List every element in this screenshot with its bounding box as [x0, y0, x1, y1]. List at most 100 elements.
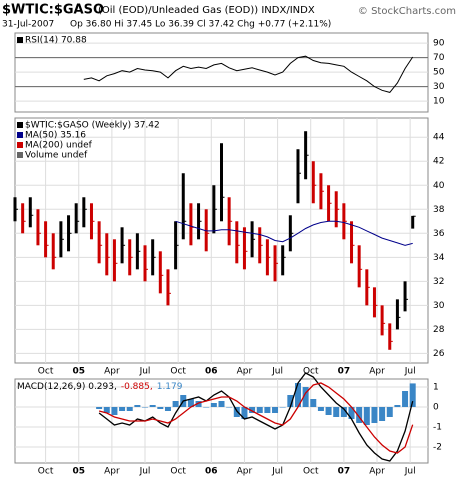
y-tick-label: 1	[433, 383, 439, 393]
price-range	[189, 203, 193, 246]
x-tick-label: 06	[205, 367, 218, 377]
histogram-bar	[340, 407, 347, 417]
histogram-bar	[111, 407, 118, 415]
x-tick-label: Jul	[139, 367, 151, 377]
legend-entry: Volume undef	[25, 151, 88, 161]
legend-swatch	[17, 132, 23, 138]
x-tick-label: 05	[72, 467, 85, 477]
y-tick-label: 70	[433, 53, 445, 63]
histogram-bar	[279, 407, 286, 408]
histogram-bar	[256, 407, 263, 413]
histogram-bar	[310, 399, 317, 407]
histogram-bar	[348, 407, 355, 419]
price-range	[166, 269, 170, 306]
histogram-bar	[210, 403, 217, 407]
price-range	[350, 221, 354, 264]
legend-entry: 1.179	[157, 382, 183, 392]
legend-swatch	[17, 122, 23, 128]
histogram-bar	[233, 407, 240, 417]
histogram-bar	[187, 399, 194, 407]
histogram-bar	[302, 387, 309, 407]
price-range	[21, 203, 25, 234]
x-tick-label: Oct	[303, 367, 319, 377]
histogram-bar	[402, 391, 409, 407]
legend-entry: MA(50) 35.16	[25, 131, 86, 141]
price-range	[112, 239, 116, 282]
y-tick-label: 38	[433, 205, 445, 215]
price-range	[388, 323, 392, 350]
legend-swatch	[17, 142, 23, 148]
histogram-bar	[287, 395, 294, 407]
y-tick-label: 42	[433, 157, 444, 167]
y-tick-label: 30	[433, 82, 445, 92]
x-tick-label: Jul	[404, 467, 416, 477]
histogram-bar	[119, 407, 126, 411]
y-tick-label: 40	[433, 181, 445, 191]
histogram-bar	[333, 407, 340, 417]
y-tick-label: 32	[433, 277, 444, 287]
legend-entry: $WTIC:$GASO (Weekly) 37.42	[25, 121, 160, 131]
price-range	[97, 221, 101, 264]
series-line	[98, 372, 414, 462]
histogram-bar	[134, 405, 141, 407]
price-range	[411, 215, 415, 229]
histogram-bar	[149, 405, 156, 407]
x-tick-label: Jul	[404, 367, 416, 377]
y-tick-label: 26	[433, 349, 445, 359]
histogram-bar	[356, 407, 363, 423]
series-line	[98, 382, 414, 454]
legend-entry: -0.885,	[121, 382, 153, 392]
series-line	[83, 55, 414, 93]
histogram-bar	[371, 407, 378, 423]
x-tick-label: 06	[205, 467, 218, 477]
price-range	[36, 209, 40, 246]
y-tick-label: 34	[433, 253, 445, 263]
price-range	[242, 227, 246, 270]
histogram-bar	[164, 407, 171, 411]
price-range	[44, 221, 48, 258]
legend-swatch	[17, 152, 23, 158]
histogram-bar	[272, 407, 279, 413]
x-tick-label: Apr	[369, 367, 385, 377]
price-range	[158, 251, 162, 294]
histogram-bar	[203, 407, 210, 408]
x-tick-label: 07	[338, 467, 351, 477]
histogram-bar	[226, 407, 233, 408]
histogram-bar	[103, 407, 110, 413]
x-tick-label: Oct	[170, 367, 186, 377]
price-range	[74, 203, 78, 234]
legend: MACD(12,26,9) 0.293, -0.885, 1.179	[17, 382, 183, 392]
histogram-bar	[172, 401, 179, 407]
x-tick-label: Jul	[271, 467, 283, 477]
x-tick-label: 07	[338, 367, 351, 377]
price-range	[296, 149, 300, 204]
price-range	[357, 245, 361, 288]
legend-entry: MACD(12,26,9) 0.293,	[17, 382, 117, 392]
price-range	[281, 245, 285, 276]
price-range	[143, 245, 147, 282]
histogram-bar	[264, 407, 271, 413]
y-tick-label: 44	[433, 133, 445, 143]
price-range	[235, 221, 239, 264]
price-range	[395, 299, 399, 330]
histogram-bar	[241, 407, 248, 419]
price-range	[82, 197, 86, 228]
histogram-bar	[142, 407, 149, 408]
price-range	[51, 233, 55, 270]
price-range	[181, 173, 185, 240]
description: (Oil (EOD)/Unleaded Gas (EOD)) INDX/INDX	[98, 5, 315, 16]
x-tick-label: Apr	[104, 467, 120, 477]
x-tick-label: Oct	[303, 467, 319, 477]
y-tick-label: 30	[433, 301, 445, 311]
x-tick-label: Apr	[237, 467, 253, 477]
legend-entry: MA(200) undef	[25, 141, 93, 151]
y-tick-label: 50	[433, 68, 445, 78]
y-tick-label: 28	[433, 325, 445, 335]
x-tick-label: Apr	[237, 367, 253, 377]
x-tick-label: Oct	[38, 367, 54, 377]
x-tick-label: 05	[72, 367, 85, 377]
y-tick-label: 36	[433, 229, 445, 239]
x-tick-label: Apr	[104, 367, 120, 377]
histogram-bar	[386, 407, 393, 417]
